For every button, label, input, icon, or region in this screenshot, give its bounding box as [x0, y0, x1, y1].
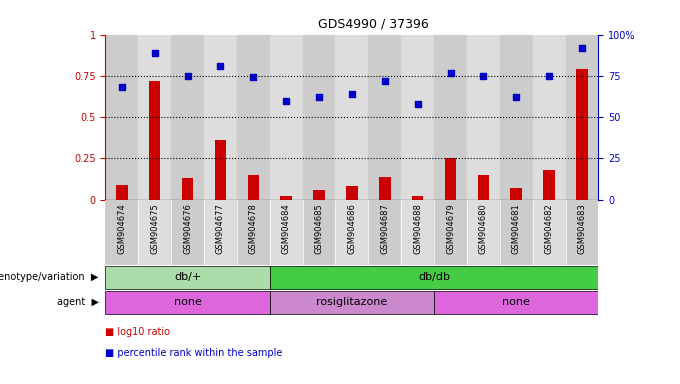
Text: GSM904684: GSM904684 [282, 203, 290, 254]
Bar [566, 200, 598, 265]
Bar [511, 188, 522, 200]
Point [412, 101, 423, 107]
Bar [149, 81, 160, 200]
Bar [576, 69, 588, 200]
Text: db/db: db/db [418, 272, 450, 283]
Bar [303, 200, 335, 265]
Text: GSM904687: GSM904687 [380, 203, 389, 254]
Point [150, 50, 160, 56]
Point [478, 73, 489, 79]
Bar [335, 200, 369, 265]
Text: GSM904678: GSM904678 [249, 203, 258, 254]
Bar [532, 35, 566, 200]
Text: GSM904674: GSM904674 [118, 203, 126, 254]
Text: none: none [173, 297, 201, 308]
Bar [369, 200, 401, 265]
Point [215, 63, 226, 69]
Bar [303, 35, 335, 200]
Bar [105, 291, 270, 314]
Bar [532, 200, 566, 265]
Bar [369, 35, 401, 200]
Point [116, 84, 127, 91]
Bar [270, 200, 303, 265]
Text: rosiglitazone: rosiglitazone [316, 297, 388, 308]
Bar [270, 291, 434, 314]
Point [248, 74, 258, 81]
Text: GSM904679: GSM904679 [446, 203, 455, 254]
Bar [280, 196, 292, 200]
Bar [270, 266, 598, 289]
Text: db/+: db/+ [174, 272, 201, 283]
Bar [105, 200, 138, 265]
Point [445, 70, 456, 76]
Bar [248, 175, 259, 200]
Text: GSM904681: GSM904681 [512, 203, 521, 254]
Bar [105, 266, 270, 289]
Bar [270, 35, 303, 200]
Text: genotype/variation  ▶: genotype/variation ▶ [0, 272, 99, 283]
Text: GSM904686: GSM904686 [347, 203, 356, 254]
Point [544, 73, 555, 79]
Text: ■ percentile rank within the sample: ■ percentile rank within the sample [105, 348, 283, 358]
Bar [401, 200, 434, 265]
Bar [182, 178, 193, 200]
Text: ■ log10 ratio: ■ log10 ratio [105, 327, 171, 337]
Point [346, 91, 358, 97]
Bar [412, 196, 424, 200]
Text: GSM904675: GSM904675 [150, 203, 159, 254]
Text: GDS4990 / 37396: GDS4990 / 37396 [318, 18, 428, 31]
Text: none: none [503, 297, 530, 308]
Bar [346, 187, 358, 200]
Text: agent  ▶: agent ▶ [56, 297, 99, 308]
Point [577, 45, 588, 51]
Text: GSM904685: GSM904685 [315, 203, 324, 254]
Bar [116, 185, 128, 200]
Bar [204, 35, 237, 200]
Point [379, 78, 390, 84]
Bar [204, 200, 237, 265]
Bar [467, 35, 500, 200]
Bar [500, 200, 532, 265]
Text: GSM904680: GSM904680 [479, 203, 488, 254]
Point [281, 98, 292, 104]
Bar [335, 35, 369, 200]
Text: GSM904676: GSM904676 [183, 203, 192, 254]
Text: GSM904683: GSM904683 [577, 203, 586, 254]
Bar [500, 35, 532, 200]
Bar [401, 35, 434, 200]
Bar [138, 35, 171, 200]
Bar [434, 291, 598, 314]
Bar [566, 35, 598, 200]
Bar [434, 200, 467, 265]
Bar [138, 200, 171, 265]
Bar [237, 35, 270, 200]
Bar [105, 35, 138, 200]
Bar [171, 200, 204, 265]
Bar [445, 159, 456, 200]
Bar [543, 170, 555, 200]
Bar [379, 177, 390, 200]
Point [182, 73, 193, 79]
Text: GSM904682: GSM904682 [545, 203, 554, 254]
Bar [477, 175, 489, 200]
Point [511, 94, 522, 100]
Bar [434, 35, 467, 200]
Bar [237, 200, 270, 265]
Bar [215, 140, 226, 200]
Text: GSM904688: GSM904688 [413, 203, 422, 254]
Bar [467, 200, 500, 265]
Point [313, 94, 324, 100]
Text: GSM904677: GSM904677 [216, 203, 225, 254]
Bar [171, 35, 204, 200]
Bar [313, 190, 325, 200]
